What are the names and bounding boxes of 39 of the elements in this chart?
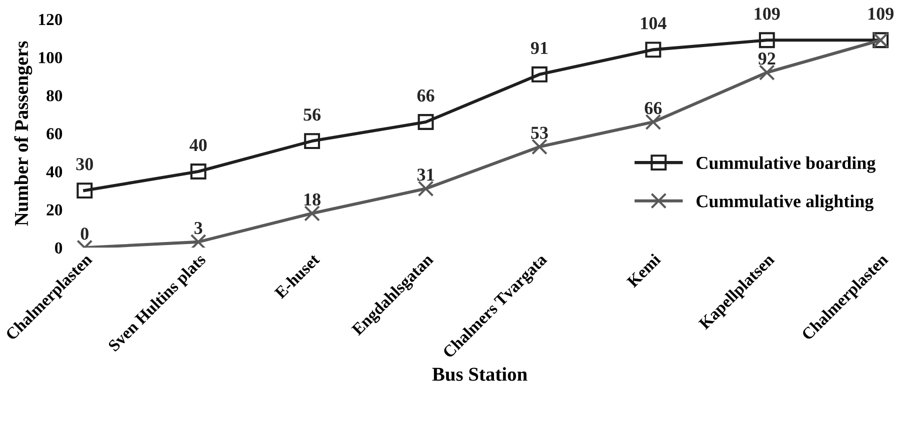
- data-label: 56: [304, 108, 321, 121]
- data-label: 31: [417, 168, 434, 181]
- y-tick-label: 120: [39, 14, 62, 26]
- point: [531, 138, 548, 155]
- point: [190, 164, 206, 180]
- data-label: 18: [304, 193, 320, 206]
- point: [418, 114, 434, 130]
- data-label: 91: [530, 42, 548, 54]
- data-label: 53: [531, 126, 548, 139]
- point: [418, 180, 434, 197]
- data-label: 109: [754, 8, 780, 20]
- point: [758, 32, 775, 48]
- point: [190, 234, 206, 248]
- y-tick-label: 100: [39, 52, 62, 64]
- data-label: 104: [641, 17, 666, 30]
- data-label: 3: [194, 222, 202, 234]
- data-label: 66: [417, 90, 434, 102]
- data-label: 30: [76, 158, 93, 170]
- y-tick-label: 40: [46, 166, 62, 178]
- data-label: 0: [80, 228, 88, 240]
- point: [645, 42, 662, 58]
- data-label: 66: [644, 102, 662, 114]
- legend-label: Cummulative alighting: [696, 194, 874, 212]
- data-label: 92: [758, 52, 776, 65]
- y-tick-label: 0: [55, 242, 62, 254]
- point: [758, 64, 775, 81]
- y-tick-label: 60: [46, 128, 62, 140]
- data-label: 109: [868, 8, 894, 20]
- point: [531, 66, 548, 82]
- y-tick-label: 80: [46, 90, 62, 102]
- x-axis-title: Bus Station: [432, 367, 528, 381]
- point: [76, 182, 93, 199]
- point: [304, 205, 320, 222]
- y-tick-label: 20: [46, 204, 62, 216]
- data-label: 40: [190, 138, 207, 152]
- point: [304, 133, 320, 150]
- point: [645, 114, 662, 130]
- y-axis-title: Number of Passengers: [14, 41, 32, 226]
- legend-label: Cummulative boarding: [696, 156, 876, 173]
